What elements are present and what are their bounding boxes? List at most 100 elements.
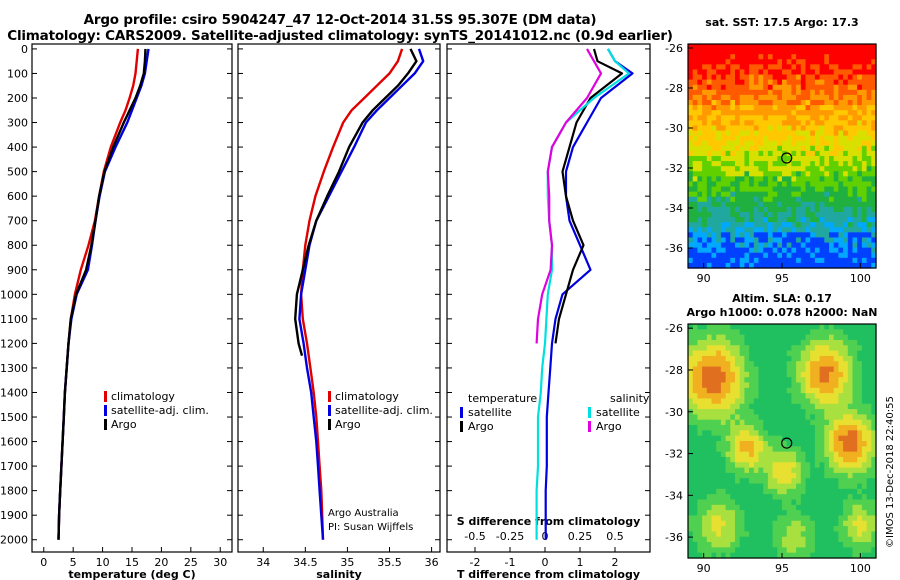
map-cell xyxy=(782,201,788,208)
map-cell xyxy=(866,387,872,394)
map-cell xyxy=(711,166,717,172)
map-cell xyxy=(791,345,797,352)
map-cell xyxy=(796,105,802,111)
map-cell xyxy=(772,49,778,55)
map-cell xyxy=(833,74,839,81)
map-cell xyxy=(805,542,811,548)
map-cell xyxy=(706,393,713,400)
map-cell xyxy=(749,366,755,373)
map-cell xyxy=(739,547,745,554)
map-cell xyxy=(753,212,760,218)
map-cell xyxy=(829,494,835,501)
map-cell xyxy=(711,504,717,511)
map-cell xyxy=(796,181,802,188)
map-cell xyxy=(857,54,863,60)
map-cell xyxy=(791,130,797,137)
map-cell xyxy=(711,201,717,208)
map-cell xyxy=(819,54,825,60)
map-cell xyxy=(744,334,750,341)
map-cell xyxy=(739,382,745,389)
map-cell xyxy=(843,446,849,453)
depth-tick-label: 1800 xyxy=(0,485,28,498)
map-cell xyxy=(866,181,872,188)
map-cell xyxy=(749,377,755,384)
map-cell xyxy=(824,105,830,111)
map-cell xyxy=(716,186,722,193)
map-cell xyxy=(866,206,872,213)
map-cell xyxy=(706,441,713,447)
map-cell xyxy=(739,329,745,336)
map-cell xyxy=(772,252,778,259)
map-cell xyxy=(871,120,877,127)
map-cell xyxy=(866,166,872,172)
map-cell xyxy=(767,430,774,437)
map-cell xyxy=(706,467,713,474)
map-cell xyxy=(763,393,769,400)
map-cell xyxy=(711,196,717,203)
map-cell xyxy=(810,79,816,86)
map-cell xyxy=(758,100,764,106)
map-cell xyxy=(824,222,830,228)
map-cell xyxy=(805,110,811,116)
map-cell xyxy=(758,262,764,269)
map-cell xyxy=(843,324,849,330)
map-cell xyxy=(688,377,694,384)
map-cell xyxy=(706,181,713,188)
map-cell xyxy=(871,488,877,495)
map-cell xyxy=(702,181,708,188)
map-cell xyxy=(767,196,774,203)
map-cell xyxy=(702,324,708,330)
map-cell xyxy=(711,105,717,111)
map-cell xyxy=(791,110,797,116)
map-cell xyxy=(730,191,736,198)
map-cell xyxy=(847,247,854,254)
series-line-s-satellite xyxy=(535,48,631,540)
map-cell xyxy=(688,145,694,152)
map-cell xyxy=(847,409,854,416)
map-cell xyxy=(810,377,816,384)
map-cell xyxy=(730,361,736,368)
map-cell xyxy=(843,488,849,495)
map-cell xyxy=(796,478,802,485)
map-cell xyxy=(697,510,703,517)
map-cell xyxy=(730,414,736,421)
map-cell xyxy=(702,222,708,228)
map-cell xyxy=(739,206,745,213)
map-cell xyxy=(763,478,769,485)
map-cell xyxy=(777,222,783,228)
map-cell xyxy=(847,334,854,341)
map-cell xyxy=(833,377,839,384)
map-cell xyxy=(777,262,783,269)
depth-tick-label: 1600 xyxy=(0,436,28,449)
map-cell xyxy=(852,94,858,101)
map-cell xyxy=(725,140,731,147)
map-cell xyxy=(800,212,807,218)
map-cell xyxy=(805,59,811,65)
map-cell xyxy=(711,135,717,142)
map-cell xyxy=(814,79,821,86)
map-cell xyxy=(838,371,844,378)
map-cell xyxy=(749,462,755,469)
map-cell xyxy=(692,44,698,50)
map-cell xyxy=(824,446,830,453)
map-cell xyxy=(763,488,769,495)
map-cell xyxy=(857,247,863,254)
map-cell xyxy=(772,196,778,203)
map-cell xyxy=(819,201,825,208)
map-cell xyxy=(861,355,868,362)
map-cell xyxy=(782,382,788,389)
map-cell xyxy=(866,472,872,479)
map-cell xyxy=(843,355,849,362)
map-cell xyxy=(852,120,858,127)
map-cell xyxy=(866,329,872,336)
map-cell xyxy=(739,430,745,437)
map-cell xyxy=(786,247,792,254)
map-cell xyxy=(847,339,854,346)
map-cell xyxy=(725,446,731,453)
map-cell xyxy=(749,552,755,559)
map-cell xyxy=(716,377,722,384)
map-cell xyxy=(692,504,698,511)
map-cell xyxy=(772,435,778,442)
map-cell xyxy=(805,334,811,341)
map-cell xyxy=(871,130,877,137)
